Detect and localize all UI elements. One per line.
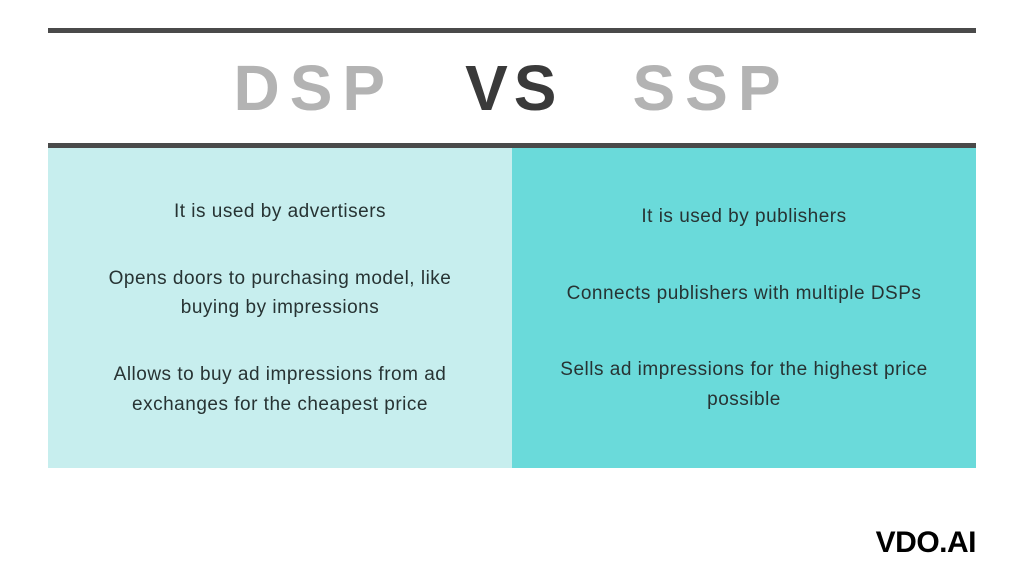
brand-logo: VDO.AI: [876, 526, 976, 560]
column-ssp: It is used by publishers Connects publis…: [512, 148, 976, 468]
ssp-point: Connects publishers with multiple DSPs: [548, 279, 940, 308]
divider-top: [48, 28, 976, 33]
dsp-point: Opens doors to purchasing model, like bu…: [84, 264, 476, 323]
header-left: DSP: [233, 51, 395, 125]
ssp-point: Sells ad impressions for the highest pri…: [548, 355, 940, 414]
columns-row: It is used by advertisers Opens doors to…: [48, 148, 976, 468]
header-right: SSP: [632, 51, 790, 125]
ssp-point: It is used by publishers: [548, 202, 940, 231]
dsp-point: It is used by advertisers: [84, 197, 476, 226]
infographic-container: DSP VS SSP It is used by advertisers Ope…: [0, 0, 1024, 468]
header-row: DSP VS SSP: [48, 51, 976, 125]
header-vs: VS: [465, 51, 562, 125]
dsp-point: Allows to buy ad impressions from ad exc…: [84, 360, 476, 419]
column-dsp: It is used by advertisers Opens doors to…: [48, 148, 512, 468]
